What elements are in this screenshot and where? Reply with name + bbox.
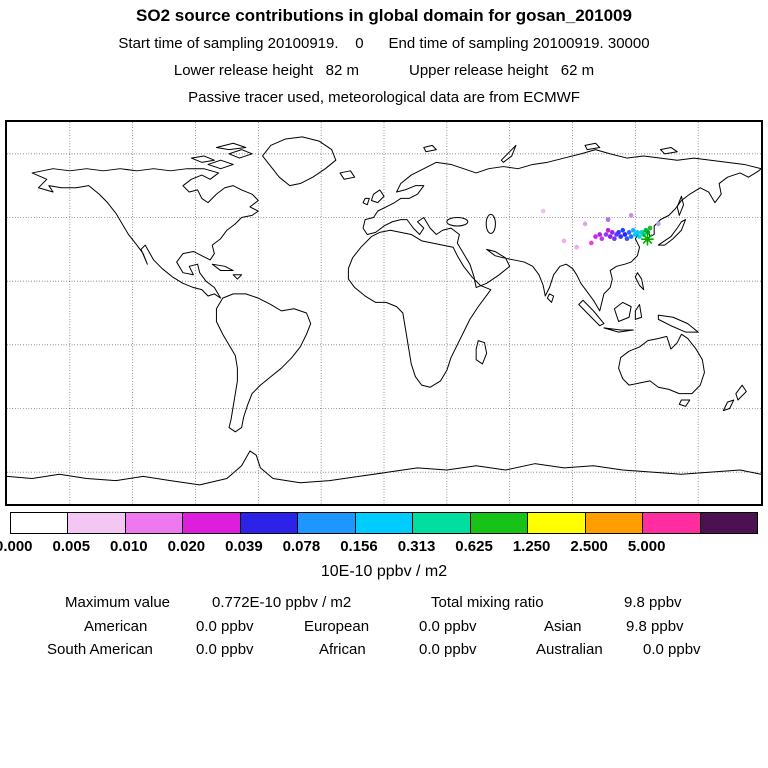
contribution-dot xyxy=(647,225,653,231)
contribution-dot xyxy=(628,213,634,218)
region-australian-value: 0.0 ppbv xyxy=(643,641,701,658)
colorbar-segment xyxy=(528,513,586,533)
colorbar-tick-label: 1.250 xyxy=(512,538,551,555)
colorbar-segment xyxy=(183,513,241,533)
region-asian-value: 9.8 ppbv xyxy=(626,618,684,635)
receptor-star-marker xyxy=(641,233,654,246)
contribution-dot xyxy=(561,238,567,244)
coastlines xyxy=(7,137,761,485)
total-mixing-ratio-label: Total mixing ratio xyxy=(431,594,544,611)
contribution-dot xyxy=(597,232,603,237)
colorbar-segment xyxy=(413,513,471,533)
tracer-info-line: Passive tracer used, meteorological data… xyxy=(188,89,580,106)
contribution-dot xyxy=(589,240,594,246)
contribution-dot xyxy=(603,232,609,237)
release-height-line: Lower release height 82 m Upper release … xyxy=(173,62,595,79)
contribution-dot xyxy=(620,227,626,233)
contribution-dot xyxy=(626,230,632,235)
contribution-dot xyxy=(630,227,636,233)
colorbar-segment xyxy=(68,513,126,533)
contribution-dot xyxy=(593,234,598,239)
contribution-dot xyxy=(656,221,661,227)
contribution-dot xyxy=(605,227,611,233)
contribution-dot xyxy=(582,221,588,227)
contribution-dot xyxy=(599,236,605,242)
contribution-dot xyxy=(540,208,546,214)
contribution-dot xyxy=(622,232,628,237)
max-value: 0.772E-10 ppbv / m2 xyxy=(212,594,352,611)
tracer-contribution-points xyxy=(540,208,661,250)
contribution-dot xyxy=(618,234,623,239)
region-australian-label: Australian xyxy=(536,641,603,658)
colorbar-tick-label: 0.625 xyxy=(455,538,493,555)
contribution-dot xyxy=(605,217,611,222)
colorbar-tick-label: 0.078 xyxy=(282,538,321,555)
colorbar-units-label: 10E-10 ppbv / m2 xyxy=(320,563,448,580)
world-map-svg xyxy=(7,122,761,504)
colorbar-tick-label: 2.500 xyxy=(570,538,608,555)
colorbar-tick-label: 0.010 xyxy=(110,538,148,555)
region-african-label: African xyxy=(319,641,366,658)
contribution-dot xyxy=(635,230,640,235)
contribution-dot xyxy=(616,230,621,235)
colorbar-segment xyxy=(700,513,758,533)
colorbar-tick-label: 0.000 xyxy=(0,538,33,555)
colorbar-segment xyxy=(11,513,69,533)
colorbar-tick-label: 0.020 xyxy=(167,538,206,555)
region-american-value: 0.0 ppbv xyxy=(196,618,254,635)
contribution-dot xyxy=(609,230,615,235)
colorbar-tick-label: 0.005 xyxy=(52,538,91,555)
colorbar-segment xyxy=(643,513,701,533)
region-european-label: European xyxy=(304,618,370,635)
contribution-dot xyxy=(574,244,579,250)
contribution-dot xyxy=(607,234,613,239)
colorbar-tick-labels: 0.000 0.005 0.010 0.020 0.039 0.078 0.156 0.313… xyxy=(0,538,758,556)
contribution-dot xyxy=(628,234,634,239)
contribution-dot xyxy=(624,236,630,242)
latlon-grid xyxy=(7,122,761,504)
region-european-value: 0.0 ppbv xyxy=(419,618,477,635)
contribution-dot xyxy=(637,234,642,239)
total-mixing-ratio-value: 9.8 ppbv xyxy=(624,594,682,611)
colorbar-tick-label: 0.156 xyxy=(340,538,378,555)
contribution-dot xyxy=(612,236,617,242)
colorbar-tick-label: 0.039 xyxy=(225,538,263,555)
colorbar-tick-label: 5.000 xyxy=(627,538,666,555)
region-asian-label: Asian xyxy=(544,618,582,635)
region-american-label: American xyxy=(84,618,148,635)
region-african-value: 0.0 ppbv xyxy=(419,641,477,658)
colorbar-tick-label: 0.313 xyxy=(397,538,436,555)
colorbar-segment xyxy=(125,513,184,533)
colorbar-segment xyxy=(355,513,414,533)
region-south-american-label: South American xyxy=(47,641,153,658)
region-south-american-value: 0.0 ppbv xyxy=(196,641,254,658)
colorbar-segment xyxy=(298,513,356,533)
world-map xyxy=(5,120,763,506)
colorbar-segment xyxy=(470,513,529,533)
plot-title: SO2 source contributions in global domai… xyxy=(136,6,632,25)
colorbar-segment xyxy=(585,513,644,533)
max-value-label: Maximum value xyxy=(65,594,171,611)
colorbar xyxy=(10,512,758,534)
colorbar-segment xyxy=(240,513,299,533)
sampling-time-line: Start time of sampling 20100919. 0 End t… xyxy=(118,35,650,52)
